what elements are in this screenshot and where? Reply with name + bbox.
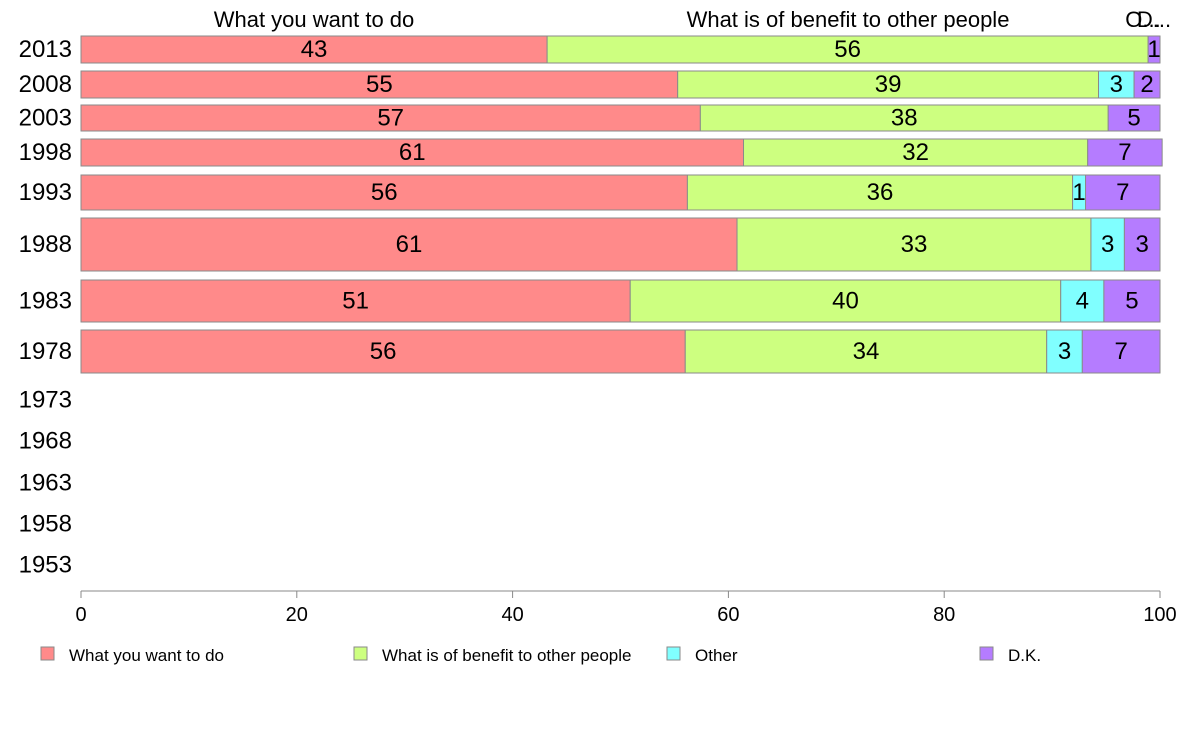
legend-label-1: What is of benefit to other people [382, 646, 632, 665]
data-label-1978-s0: 56 [370, 338, 397, 365]
top-label-2: O... [1125, 7, 1160, 32]
bar-segment-2013-s3 [1147, 35, 1161, 64]
data-label-1978-s3: 7 [1114, 338, 1127, 365]
x-tick-label-0: 0 [75, 604, 86, 626]
legend-swatch-2 [666, 646, 681, 661]
bar-segment-1988-s2 [1090, 217, 1125, 272]
top-label-0: What you want to do [214, 7, 415, 32]
y-tick-label-1988: 1988 [19, 231, 72, 258]
data-label-1998-s3: 7 [1118, 139, 1131, 166]
y-tick-label-1983: 1983 [19, 288, 72, 315]
data-label-1978-s2: 3 [1058, 338, 1071, 365]
bar-segment-1978-s0 [80, 329, 686, 374]
data-label-2008-s0: 55 [366, 71, 393, 98]
legend-swatch-3 [979, 646, 994, 661]
data-label-1993-s3: 7 [1116, 179, 1129, 206]
y-tick-label-1978: 1978 [19, 338, 72, 365]
y-tick-label-1958: 1958 [19, 511, 72, 538]
data-label-1983-s1: 40 [832, 288, 859, 315]
bar-segment-1983-s3 [1103, 279, 1161, 323]
bar-segment-1988-s1 [736, 217, 1092, 272]
data-label-2013-s3: 1 [1147, 36, 1160, 63]
legend-swatch-0 [40, 646, 55, 661]
data-label-1998-s0: 61 [399, 139, 426, 166]
data-label-1988-s3: 3 [1136, 231, 1149, 258]
top-label-3: D... [1137, 7, 1171, 32]
data-label-1983-s2: 4 [1076, 288, 1089, 315]
data-label-1993-s2: 1 [1072, 179, 1085, 206]
y-tick-label-2008: 2008 [19, 71, 72, 98]
bar-segment-1993-s1 [686, 174, 1074, 211]
y-tick-label-1993: 1993 [19, 179, 72, 206]
data-label-2003-s3: 5 [1127, 105, 1140, 132]
bar-segment-2003-s3 [1107, 104, 1161, 132]
data-label-2008-s2: 3 [1110, 71, 1123, 98]
bar-segment-1998-s3 [1087, 138, 1163, 167]
data-label-1983-s0: 51 [342, 288, 369, 315]
legend-label-3: D.K. [1008, 646, 1041, 665]
x-tick-label-80: 80 [933, 604, 955, 626]
data-label-1983-s3: 5 [1125, 288, 1138, 315]
data-label-2008-s1: 39 [875, 71, 902, 98]
data-label-1998-s1: 32 [902, 139, 929, 166]
data-label-1988-s1: 33 [901, 231, 928, 258]
y-tick-label-1968: 1968 [19, 428, 72, 455]
y-tick-label-2013: 2013 [19, 36, 72, 63]
x-tick-label-60: 60 [717, 604, 739, 626]
bar-segment-2008-s0 [80, 70, 679, 99]
legend-swatch-1 [353, 646, 368, 661]
data-label-1993-s0: 56 [371, 179, 398, 206]
top-label-1: What is of benefit to other people [687, 7, 1010, 32]
bar-segment-1978-s3 [1081, 329, 1161, 374]
data-label-1988-s2: 3 [1101, 231, 1114, 258]
bar-segment-2008-s2 [1097, 70, 1135, 99]
bar-segment-1998-s0 [80, 138, 745, 167]
bar-segment-1978-s1 [684, 329, 1048, 374]
data-label-2003-s0: 57 [377, 105, 404, 132]
y-tick-label-1973: 1973 [19, 387, 72, 414]
bar-segment-2003-s0 [80, 104, 701, 132]
data-label-1978-s1: 34 [853, 338, 880, 365]
bar-segment-2013-s0 [80, 35, 548, 64]
bar-segment-1993-s3 [1085, 174, 1161, 211]
x-axis: 0 20 40 60 80 100 [75, 590, 1177, 626]
legend-label-0: What you want to do [69, 646, 224, 665]
data-label-2008-s3: 2 [1140, 71, 1153, 98]
data-label-2013-s1: 56 [834, 36, 861, 63]
bar-segment-1988-s3 [1123, 217, 1161, 272]
bar-segment-2013-s1 [546, 35, 1149, 64]
y-tick-label-1963: 1963 [19, 470, 72, 497]
top-labels: What you want to do What is of benefit to… [214, 7, 1171, 32]
bar-segment-2008-s1 [677, 70, 1099, 99]
y-tick-label-2003: 2003 [19, 105, 72, 132]
data-label-2003-s1: 38 [891, 105, 918, 132]
bar-segment-2003-s1 [699, 104, 1109, 132]
legend-label-2: Other [695, 646, 738, 665]
data-label-2013-s0: 43 [301, 36, 328, 63]
y-axis-labels: 2013 2008 2003 1998 1993 1988 1983 1978 1973 1968… [19, 36, 72, 579]
y-tick-label-1998: 1998 [19, 139, 72, 166]
bar-segment-1988-s0 [80, 217, 738, 272]
bars: 43 56 155 39 3 257 38 561 32 756 36 1 761 33 3 351 40 4 55… [80, 35, 1163, 374]
x-tick-label-100: 100 [1143, 604, 1176, 626]
x-tick-label-20: 20 [286, 604, 308, 626]
bar-segment-2008-s3 [1133, 70, 1161, 99]
bar-segment-1983-s1 [629, 279, 1062, 323]
x-tick-label-40: 40 [501, 604, 523, 626]
y-tick-label-1953: 1953 [19, 552, 72, 579]
bar-segment-1998-s1 [743, 138, 1089, 167]
bar-segment-1983-s2 [1060, 279, 1105, 323]
data-label-1993-s1: 36 [867, 179, 894, 206]
data-label-1988-s0: 61 [396, 231, 423, 258]
legend: What you want to do What is of benefit to… [40, 646, 1041, 665]
